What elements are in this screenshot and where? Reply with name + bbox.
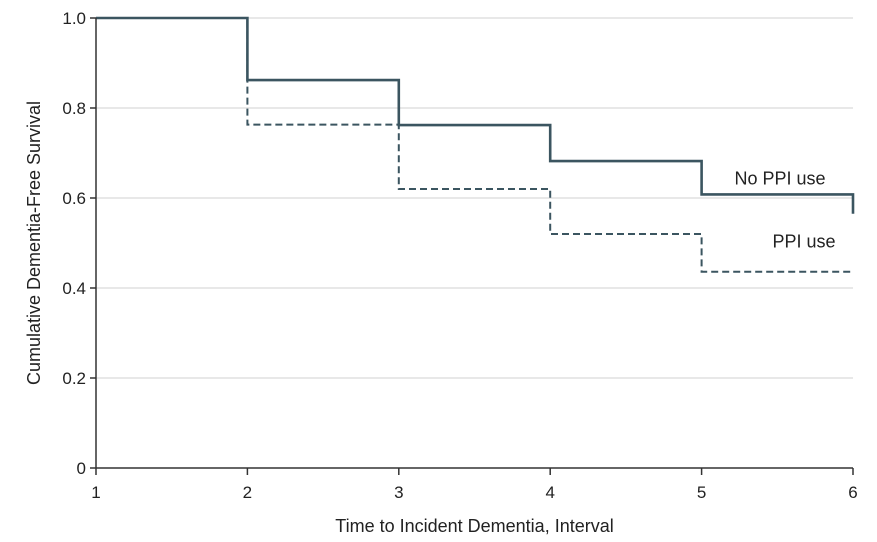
y-tick-label-0: 0: [77, 459, 86, 478]
x-tick-label-3: 4: [545, 483, 554, 502]
y-axis-title: Cumulative Dementia-Free Survival: [24, 101, 44, 385]
grid-lines: [96, 17, 853, 379]
y-tick-label-4: 0.8: [62, 99, 86, 118]
x-tick-label-1: 2: [243, 483, 252, 502]
y-tick-label-5: 1.0: [62, 9, 86, 28]
series-lines: [96, 16, 855, 273]
x-tick-label-2: 3: [394, 483, 403, 502]
x-tick-label-4: 5: [697, 483, 706, 502]
x-axis-title: Time to Incident Dementia, Interval: [335, 516, 613, 536]
tick-labels: 0 0.2 0.4 0.6 0.8 1.0 1 2 3 4 5 6: [62, 9, 857, 502]
x-tick-label-5: 6: [848, 483, 857, 502]
x-tick-label-0: 1: [91, 483, 100, 502]
series-labels: No PPI use PPI use: [734, 169, 835, 252]
series-label-no-ppi-use: No PPI use: [734, 169, 825, 189]
axes: [90, 17, 854, 475]
y-tick-label-3: 0.6: [62, 189, 86, 208]
y-tick-label-2: 0.4: [62, 279, 86, 298]
y-tick-label-1: 0.2: [62, 369, 86, 388]
series-label-ppi-use: PPI use: [772, 232, 835, 252]
series-line-ppi-use: [96, 17, 853, 273]
